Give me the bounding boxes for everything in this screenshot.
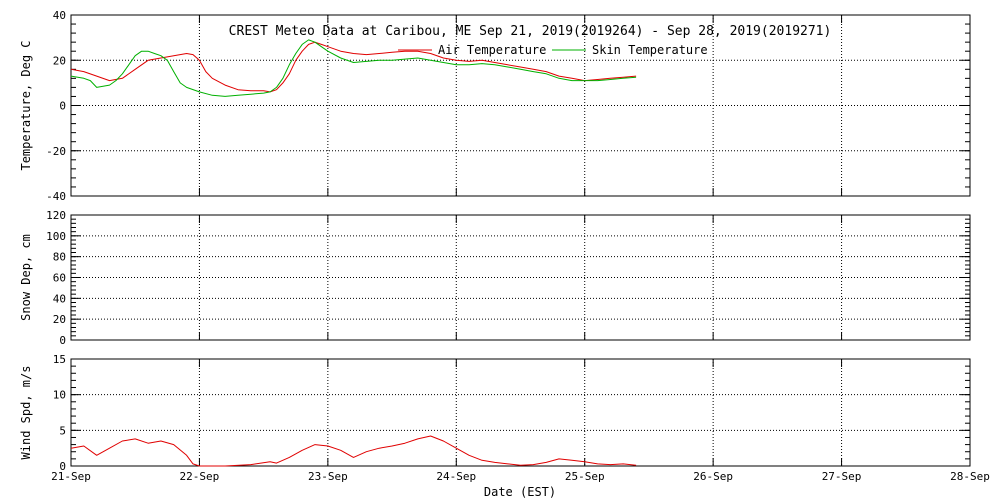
y-tick-label: 40 [53, 292, 66, 305]
x-tick-label: 22-Sep [180, 470, 220, 483]
y-tick-label: 100 [46, 230, 66, 243]
x-tick-label: 28-Sep [950, 470, 990, 483]
legend: Air Temperature Skin Temperature [398, 43, 708, 57]
y-tick-label: 0 [59, 100, 66, 113]
y-tick-label: 5 [59, 424, 66, 437]
y-tick-label: 80 [53, 251, 66, 264]
y-tick-label: 20 [53, 54, 66, 67]
panel-2: 0 20 40 60 80 100 120 Snow Dep, cm [19, 209, 971, 347]
x-tick-label: 23-Sep [308, 470, 348, 483]
series-line-2 [70, 39, 637, 97]
panel-3: 0 5 10 15 Wind Spd, m/s [19, 353, 971, 473]
series-line-1 [70, 41, 637, 93]
y-tick-label: 60 [53, 272, 66, 285]
y-tick-label: 10 [53, 389, 66, 402]
y-tick-label: 20 [53, 313, 66, 326]
x-tick-label: 24-Sep [436, 470, 476, 483]
panel-1: -40 -20 0 20 40 Temperature, Deg C [19, 9, 971, 203]
y-tick-label: 40 [53, 9, 66, 22]
legend-label-skin: Skin Temperature [592, 43, 708, 57]
y-tick-label: 0 [59, 334, 66, 347]
x-tick-label: 21-Sep [51, 470, 91, 483]
legend-label-air: Air Temperature [438, 43, 546, 57]
y-tick-label: 120 [46, 209, 66, 222]
x-tick-label: 26-Sep [693, 470, 733, 483]
x-tick-label: 27-Sep [822, 470, 862, 483]
plot-frame [70, 214, 971, 341]
y-axis-label: Wind Spd, m/s [19, 366, 33, 460]
y-axis-label: Temperature, Deg C [19, 40, 33, 170]
plot-frame [70, 358, 971, 467]
chart-title: CREST Meteo Data at Caribou, ME Sep 21, … [229, 24, 832, 39]
y-axis-label: Snow Dep, cm [19, 234, 33, 321]
y-tick-label: -40 [46, 190, 66, 203]
y-tick-label: 15 [53, 353, 66, 366]
y-tick-label: 0 [59, 460, 66, 473]
y-tick-label: -20 [46, 145, 66, 158]
x-tick-label: 25-Sep [565, 470, 605, 483]
series-line-1 [70, 435, 637, 467]
x-axis-label: Date (EST) [484, 485, 556, 499]
